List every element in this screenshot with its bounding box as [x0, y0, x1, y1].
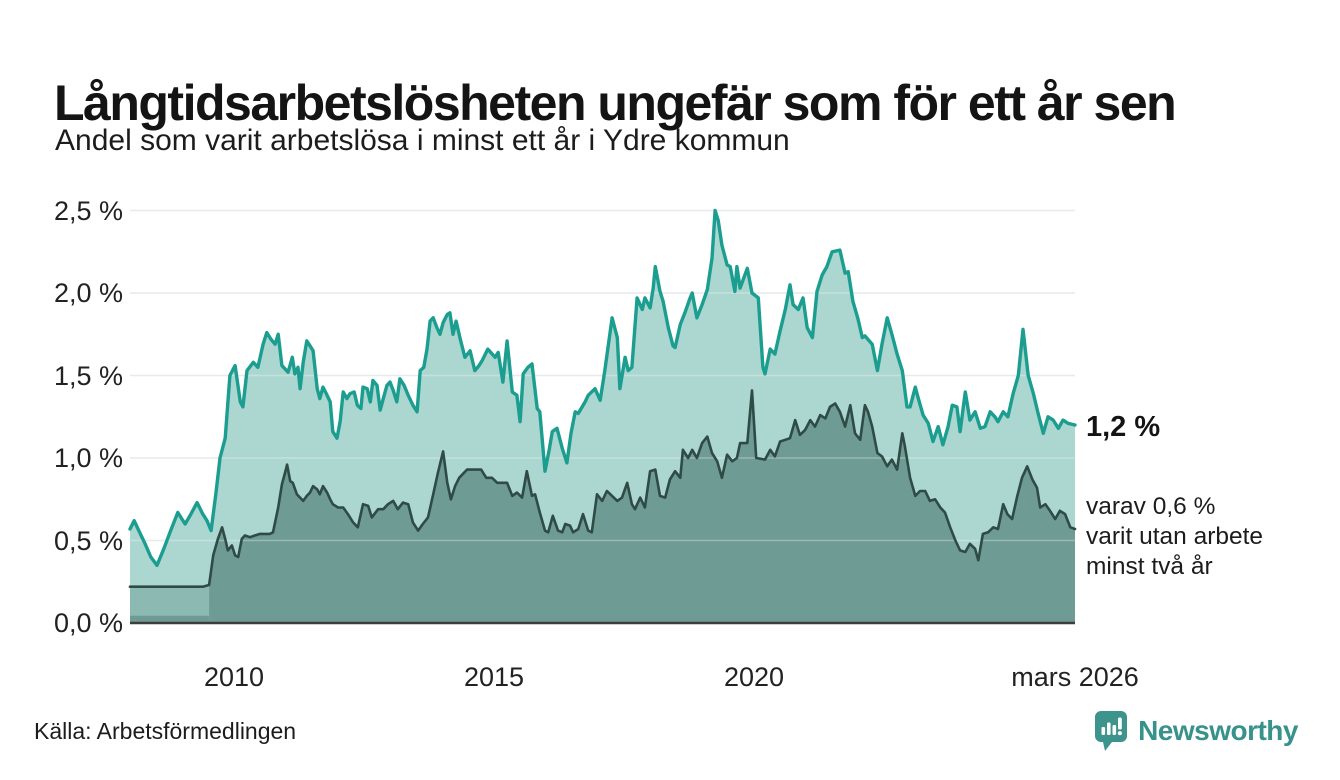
- y-tick-label: 0,5 %: [53, 526, 123, 556]
- y-tick-label: 2,0 %: [53, 278, 123, 308]
- bar-chart-pin-icon: [1094, 710, 1128, 752]
- pre-period-strip: [130, 615, 210, 623]
- y-tick-label: 1,0 %: [53, 443, 123, 473]
- brand-name: Newsworthy: [1138, 715, 1298, 746]
- series-line-minst-ett-ar: [128, 208, 1077, 567]
- x-tick-label: 2020: [723, 662, 785, 692]
- x-tick-label: mars 2026: [1011, 662, 1139, 692]
- x-tick-label: 2010: [203, 662, 265, 692]
- y-tick-label: 0,0 %: [53, 608, 123, 638]
- series-area-minst-tva-ar: [209, 390, 1076, 623]
- latest-value-annotation: 1,2 %: [1086, 411, 1161, 443]
- series-line-minst-tva-ar: [128, 389, 1077, 588]
- source-note: Källa: Arbetsförmedlingen: [34, 718, 297, 744]
- secondary-annotation: varav 0,6 % varit utan arbete minst två …: [1086, 492, 1263, 582]
- y-tick-label: 2,5 %: [53, 196, 123, 226]
- y-tick-label: 1,5 %: [53, 361, 123, 391]
- x-tick-label: 2015: [463, 662, 525, 692]
- pre-period-band: [130, 586, 210, 616]
- secondary-annotation-line: varit utan arbete: [1086, 523, 1264, 550]
- secondary-annotation-line: varav 0,6 %: [1086, 493, 1216, 520]
- secondary-annotation-line: minst två år: [1086, 553, 1213, 580]
- newsworthy-branding: Newsworthy: [1094, 710, 1298, 752]
- page-subtitle: Andel som varit arbetslösa i minst ett å…: [55, 124, 790, 157]
- page-title: Långtidsarbetslösheten ungefär som för e…: [54, 74, 1177, 131]
